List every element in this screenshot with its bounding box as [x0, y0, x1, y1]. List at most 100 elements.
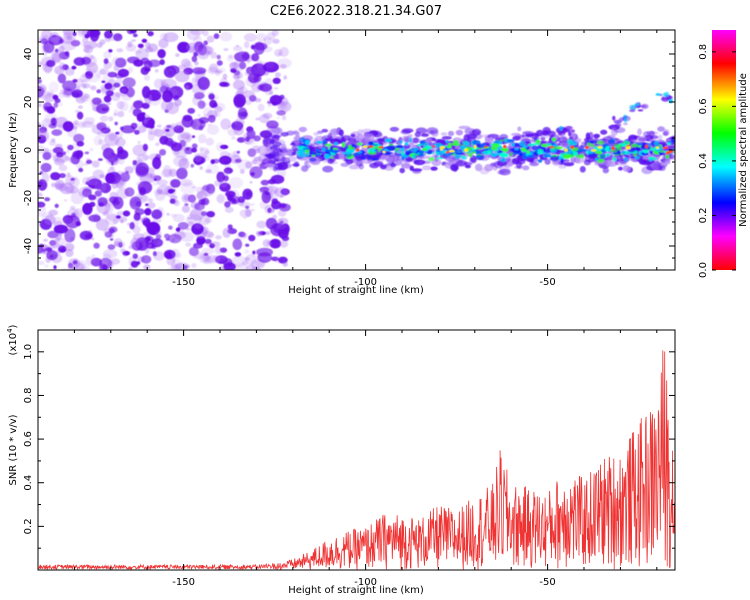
- noise-blob: [101, 80, 106, 84]
- signal-blob: [665, 158, 671, 165]
- noise-blob: [103, 51, 112, 59]
- noise-blob: [219, 81, 229, 87]
- signal-core-blob: [322, 139, 327, 145]
- noise-blob: [171, 189, 176, 192]
- noise-blob: [271, 101, 278, 106]
- signal-blob: [522, 131, 534, 138]
- signal-core-blob: [589, 140, 598, 144]
- noise-blob: [53, 224, 68, 234]
- noise-blob: [105, 82, 112, 89]
- noise-blob: [67, 144, 74, 151]
- noise-blob: [144, 247, 150, 254]
- noise-blob: [38, 260, 45, 266]
- signal-peak-blob: [464, 148, 469, 153]
- signal-core-blob: [304, 139, 310, 145]
- noise-blob: [107, 244, 116, 250]
- signal-blob: [350, 133, 356, 138]
- noise-blob: [147, 198, 154, 203]
- noise-blob: [156, 179, 168, 186]
- noise-blob: [197, 113, 201, 117]
- noise-blob: [132, 33, 138, 38]
- noise-blob: [199, 253, 211, 264]
- colorbar: 0.0 0.2 0.4 0.6 0.8 Normalized spectral ampl…: [698, 30, 749, 278]
- noise-blob: [103, 228, 114, 235]
- noise-blob: [191, 263, 197, 268]
- noise-blob: [62, 33, 75, 45]
- noise-blob: [42, 170, 47, 175]
- noise-blob: [75, 109, 80, 113]
- signal-blob: [426, 127, 439, 135]
- signal-core-blob: [341, 152, 346, 154]
- noise-blob: [93, 135, 102, 146]
- signal-core-blob: [522, 145, 528, 148]
- signal-core-blob: [356, 142, 363, 146]
- signal-core-blob: [596, 140, 605, 145]
- signal-core-blob: [460, 155, 466, 158]
- noise-blob: [269, 238, 281, 249]
- noise-blob: [104, 133, 120, 147]
- noise-blob: [42, 34, 49, 41]
- noise-blob: [264, 77, 273, 88]
- signal-blob: [447, 130, 455, 137]
- noise-blob: [186, 265, 190, 268]
- signal-peak-blob: [655, 146, 660, 150]
- noise-blob: [277, 52, 281, 56]
- noise-blob: [109, 258, 121, 265]
- signal-core-blob: [383, 153, 391, 156]
- signal-peak-blob: [432, 145, 436, 148]
- signal-core-blob: [527, 155, 536, 158]
- colorbar-label: Normalized spectral amplitude: [738, 73, 749, 227]
- noise-blob: [274, 49, 283, 57]
- signal-core-blob: [572, 151, 578, 156]
- noise-blob: [199, 166, 203, 170]
- noise-blob: [243, 90, 255, 99]
- noise-blob: [147, 30, 154, 37]
- signal-blob: [269, 139, 275, 144]
- signal-core-blob: [446, 145, 452, 149]
- noise-blob: [216, 67, 226, 74]
- noise-blob: [115, 176, 127, 190]
- noise-blob: [228, 195, 240, 205]
- signal-core-blob: [428, 157, 435, 162]
- noise-blob: [147, 244, 152, 248]
- noise-blob: [194, 61, 199, 66]
- signal-core-blob: [671, 138, 675, 144]
- signal-blob: [512, 135, 521, 141]
- upper-trace-blob: [623, 117, 628, 123]
- noise-blob: [206, 211, 215, 218]
- noise-blob: [140, 195, 150, 202]
- noise-blob: [196, 42, 202, 46]
- noise-blob: [38, 86, 46, 95]
- noise-blob: [98, 158, 103, 161]
- noise-blob: [122, 77, 136, 88]
- signal-core-blob: [566, 153, 575, 158]
- noise-blob: [89, 147, 94, 152]
- noise-blob: [271, 30, 279, 36]
- noise-blob: [196, 236, 206, 245]
- noise-blob: [246, 59, 251, 64]
- noise-blob: [142, 143, 148, 152]
- signal-blob: [522, 165, 530, 171]
- colorbar-ticks: 0.0 0.2 0.4 0.6 0.8: [698, 44, 736, 278]
- noise-blob: [104, 30, 113, 39]
- noise-blob: [82, 83, 91, 89]
- noise-blob: [73, 133, 85, 143]
- noise-blob: [184, 84, 190, 89]
- noise-blob: [272, 38, 280, 44]
- signal-core-blob: [597, 158, 605, 163]
- noise-blob: [207, 123, 212, 127]
- signal-core-blob: [550, 148, 558, 153]
- signal-blob: [529, 162, 539, 167]
- noise-blob: [38, 103, 42, 108]
- signal-core-blob: [520, 147, 527, 152]
- noise-blob: [282, 261, 288, 267]
- noise-blob: [274, 72, 281, 78]
- noise-blob: [257, 103, 265, 112]
- noise-blob: [216, 60, 223, 66]
- signal-blob: [420, 133, 429, 137]
- noise-blob: [220, 118, 231, 130]
- noise-blob: [174, 150, 180, 155]
- noise-blob: [120, 126, 124, 131]
- noise-blob: [247, 129, 256, 138]
- signal-blob: [287, 155, 297, 162]
